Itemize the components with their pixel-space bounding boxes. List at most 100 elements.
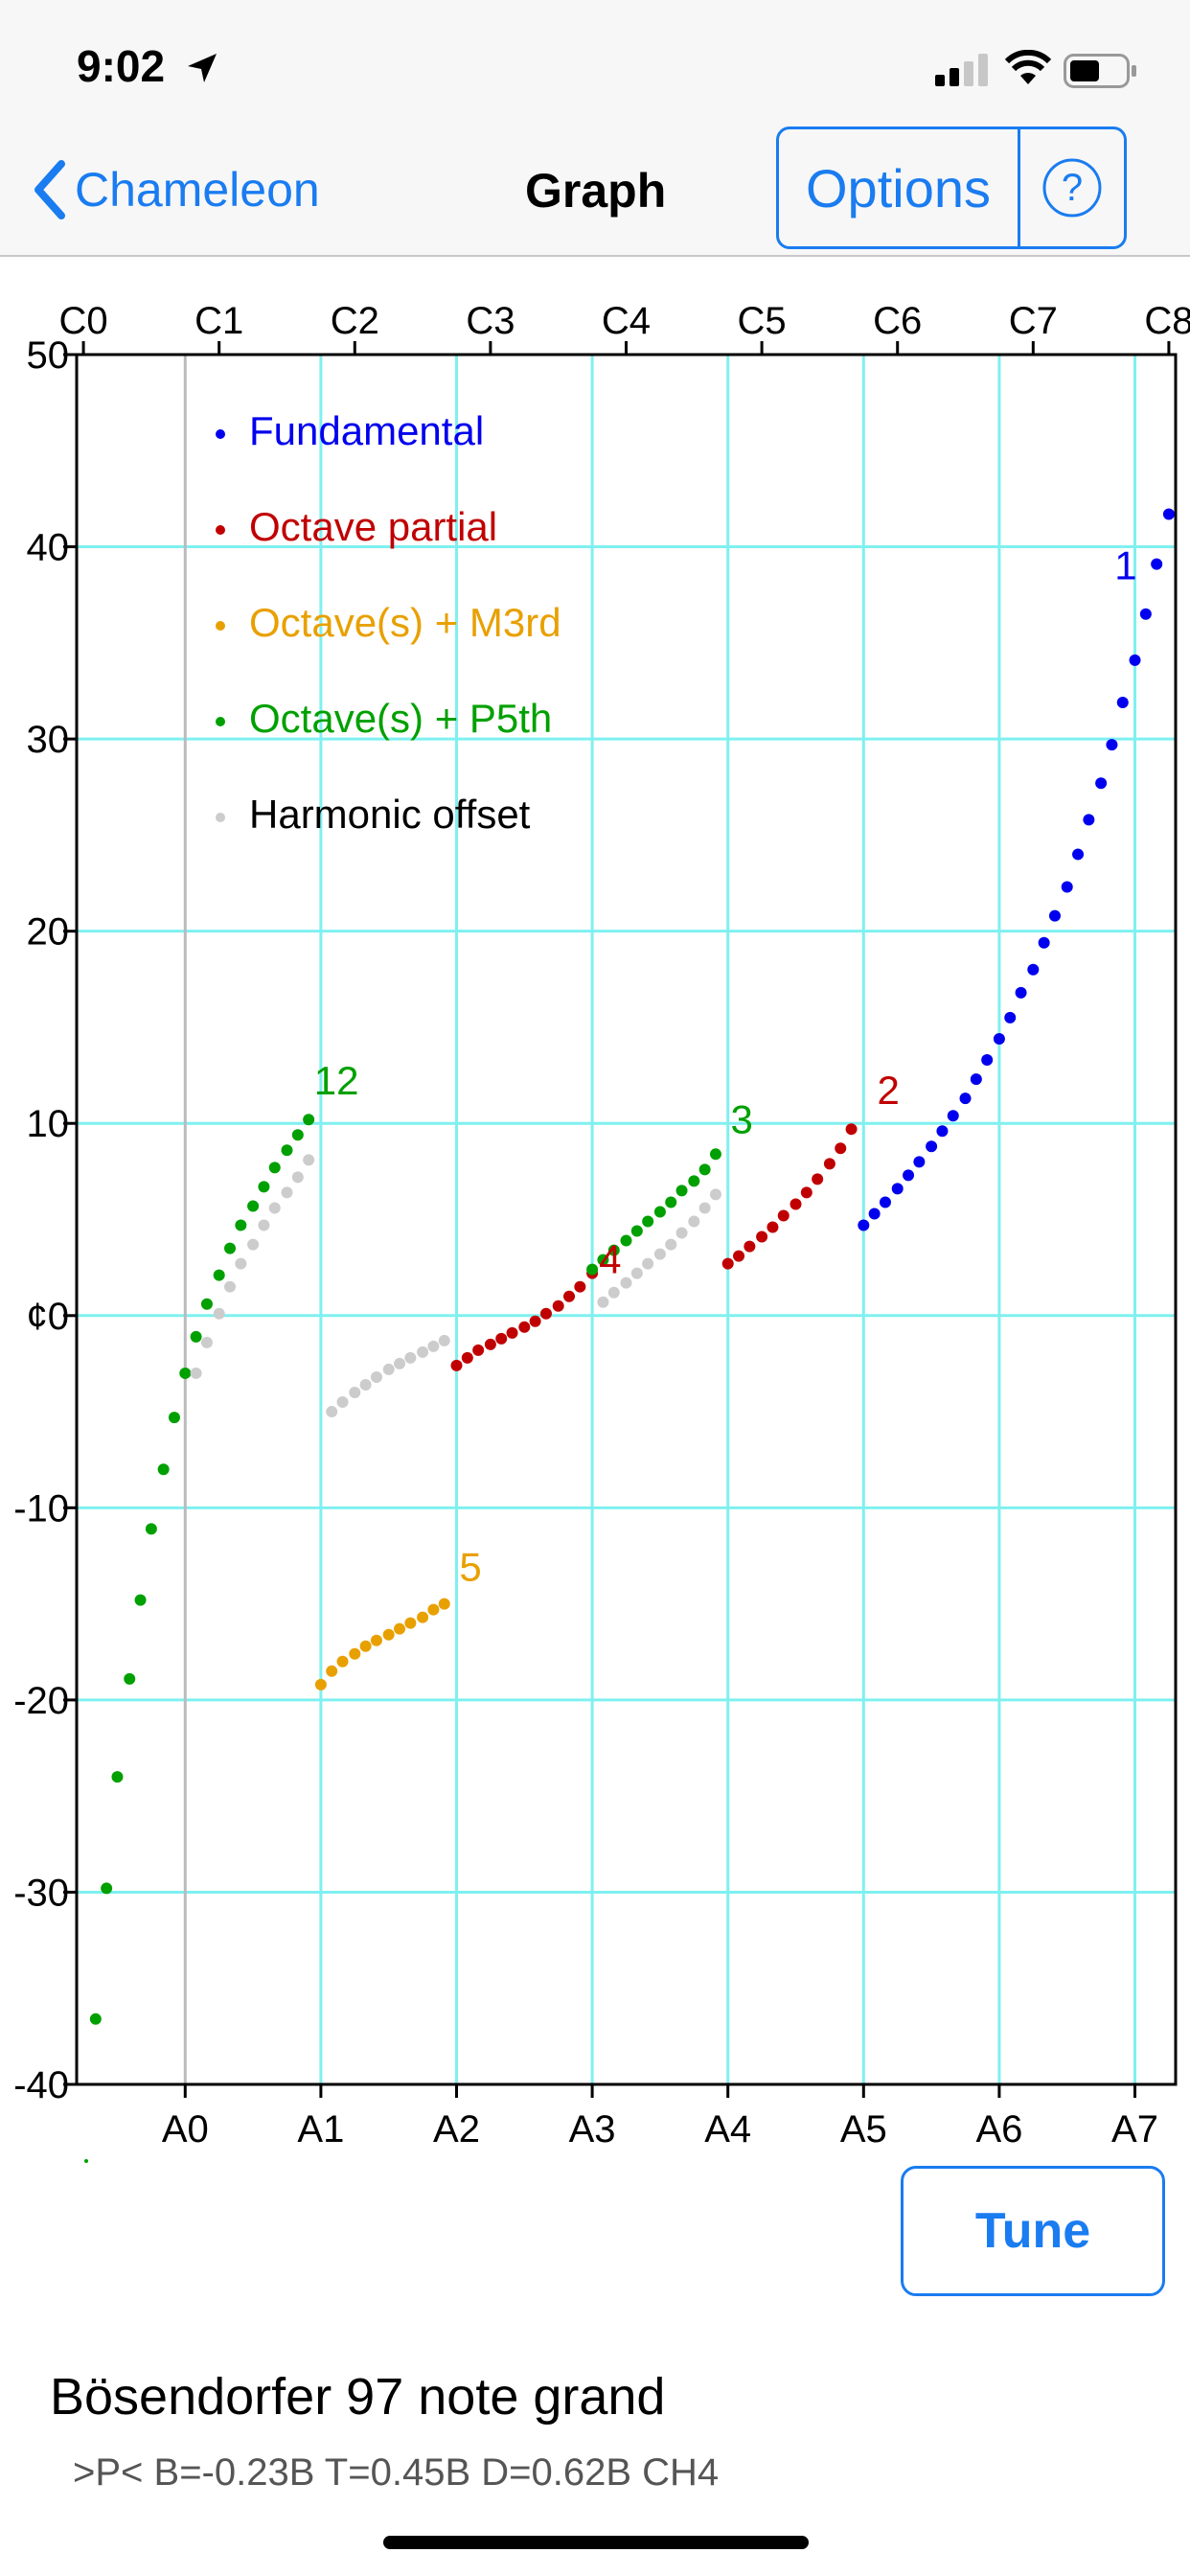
legend-label: Octave(s) + P5th	[249, 696, 552, 741]
back-button[interactable]: Chameleon	[33, 151, 320, 228]
data-point	[767, 1221, 779, 1233]
x-tick-label-top: C5	[738, 300, 787, 342]
data-point	[157, 1463, 170, 1476]
help-icon: ?	[1042, 158, 1102, 218]
data-point	[800, 1186, 812, 1199]
x-tick-label-bottom: A3	[569, 2108, 616, 2150]
data-point	[858, 1219, 870, 1231]
data-point	[506, 1326, 518, 1339]
legend-marker	[216, 429, 225, 439]
data-point	[936, 1125, 949, 1138]
data-point	[777, 1209, 790, 1222]
data-point	[404, 1351, 417, 1364]
data-point	[620, 1276, 632, 1289]
piano-parameters: >P< B=-0.23B T=0.45B D=0.62B CH4	[73, 2451, 720, 2494]
data-point	[620, 1234, 632, 1247]
x-tick-label-top: C3	[466, 300, 515, 342]
data-point	[417, 1346, 429, 1358]
page-title: Graph	[525, 164, 667, 218]
data-point	[349, 1387, 361, 1398]
x-tick-label-top: C7	[1009, 300, 1058, 342]
data-point	[642, 1215, 654, 1228]
data-point	[891, 1183, 904, 1195]
home-indicator[interactable]	[383, 2536, 809, 2549]
data-point	[552, 1300, 564, 1312]
data-point	[879, 1196, 891, 1208]
y-tick-label: 10	[27, 1103, 70, 1145]
data-point	[336, 1396, 349, 1409]
data-point	[1151, 558, 1163, 570]
x-tick-label-bottom: A1	[297, 2108, 344, 2150]
data-point	[1129, 654, 1141, 666]
data-point	[461, 1351, 473, 1364]
data-point	[326, 1406, 338, 1418]
options-button[interactable]: Options	[779, 129, 1020, 246]
data-point	[200, 1336, 213, 1348]
y-tick-label: 40	[27, 527, 70, 569]
data-point	[529, 1315, 541, 1327]
data-point	[417, 1611, 429, 1623]
legend-marker	[216, 717, 225, 726]
tune-button[interactable]: Tune	[901, 2166, 1165, 2296]
data-point	[370, 1634, 382, 1646]
data-point	[926, 1140, 938, 1153]
data-point	[247, 1238, 260, 1251]
legend-marker	[216, 621, 225, 631]
data-point	[495, 1332, 508, 1345]
data-point	[970, 1073, 982, 1086]
data-point	[1106, 739, 1118, 751]
data-point	[947, 1110, 959, 1122]
data-point	[134, 1594, 147, 1606]
status-bar: 9:02	[0, 0, 1190, 134]
data-point	[868, 1208, 881, 1220]
data-point	[224, 1280, 237, 1293]
partial-label: 1	[1114, 543, 1136, 588]
x-tick-label-top: C6	[873, 300, 922, 342]
x-tick-label-bottom: A5	[840, 2108, 887, 2150]
data-point	[1095, 777, 1108, 790]
partial-label: 3	[731, 1096, 753, 1141]
data-point	[268, 1162, 281, 1174]
data-point	[1027, 963, 1040, 976]
data-point	[518, 1321, 531, 1333]
data-point	[427, 1340, 440, 1352]
y-tick-label: 30	[27, 719, 70, 761]
data-point	[450, 1359, 463, 1371]
data-point	[1116, 697, 1129, 709]
help-button[interactable]: ?	[1020, 129, 1124, 246]
data-point	[349, 1647, 361, 1660]
data-point	[688, 1175, 700, 1187]
plot-frame	[75, 353, 1178, 2086]
data-point	[111, 1771, 124, 1783]
data-point	[258, 1219, 270, 1231]
battery-icon	[1064, 54, 1136, 88]
data-series	[89, 508, 1175, 2025]
y-tick-label: -10	[13, 1487, 69, 1530]
legend-label: Fundamental	[249, 408, 484, 453]
data-point	[665, 1238, 677, 1251]
data-point	[438, 1598, 450, 1610]
data-point	[394, 1357, 406, 1369]
data-point	[190, 1330, 202, 1343]
back-button-label: Chameleon	[75, 163, 320, 217]
data-point	[665, 1196, 677, 1208]
grid-layer	[77, 355, 1176, 2084]
cellular-signal-icon	[935, 54, 988, 86]
data-point	[247, 1200, 260, 1212]
options-segment: Options ?	[776, 126, 1127, 249]
data-point	[179, 1367, 192, 1379]
data-point	[200, 1298, 213, 1310]
data-point	[382, 1628, 395, 1641]
data-point	[607, 1244, 620, 1256]
data-point	[1038, 936, 1050, 949]
data-point	[709, 1148, 721, 1161]
data-point	[698, 1163, 711, 1176]
x-tick-label-top: C0	[59, 300, 108, 342]
y-tick-label: -40	[13, 2064, 69, 2106]
partial-label: 12	[314, 1058, 359, 1103]
y-tick-label: -30	[13, 1872, 69, 1914]
data-point	[472, 1344, 485, 1356]
data-point	[597, 1296, 609, 1308]
inharmonicity-graph[interactable]: 50 40 30 20 10 ¢0 -10 -20 -30 -40 A0 A1 A2 A3 A4 A5 A6 A7…	[0, 288, 1190, 2166]
